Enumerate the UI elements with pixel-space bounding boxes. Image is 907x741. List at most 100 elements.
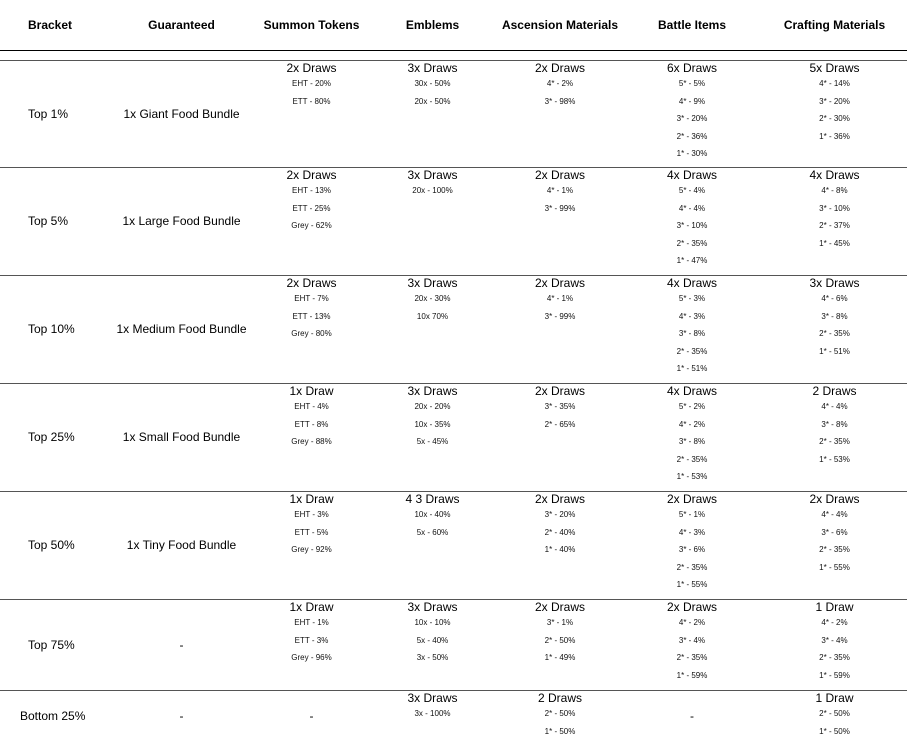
drop-rate-line: 2* - 30% bbox=[819, 114, 850, 123]
draw-count: 2x Draws bbox=[286, 276, 337, 290]
ascension-materials-cell: 2x Draws 4* - 1% 3* - 99% bbox=[498, 167, 622, 276]
drop-rate-line: ETT - 8% bbox=[294, 419, 329, 429]
drop-rate-line: 3* - 4% bbox=[821, 635, 848, 645]
emblems-cell: 3x Draws 20x - 100% bbox=[367, 167, 498, 276]
drop-rate-line: 20x - 20% bbox=[414, 402, 451, 411]
drop-rate-line: 4* - 3% bbox=[678, 527, 706, 537]
drop-rate-line: EHT - 20% bbox=[292, 79, 331, 88]
drop-rate-line: 1* - 45% bbox=[819, 238, 850, 248]
drop-rate-line: 4* - 2% bbox=[678, 419, 706, 429]
drop-rate-line: 5* - 5% bbox=[678, 79, 706, 88]
battle-items-cell: 6x Draws 5* - 5% 4* - 9% 3* - 20% 2* - 36% 1*… bbox=[622, 60, 762, 168]
drop-rate-line: 5x - 60% bbox=[416, 527, 449, 537]
drop-rate-line: EHT - 1% bbox=[294, 618, 329, 627]
header-guaranteed: Guaranteed bbox=[107, 0, 256, 51]
header-spacer bbox=[0, 50, 907, 61]
battle-items-cell: 4x Draws 5* - 3% 4* - 3% 3* - 8% 2* - 35% 1* … bbox=[622, 275, 762, 384]
bracket-cell: Top 25% bbox=[0, 383, 107, 492]
drop-rate-line: 1* - 55% bbox=[819, 562, 850, 572]
draw-count: 2 Draws bbox=[812, 384, 857, 398]
emblems-cell: 3x Draws 10x - 10% 5x - 40% 3x - 50% bbox=[367, 599, 498, 691]
guaranteed-cell: 1x Small Food Bundle bbox=[107, 383, 256, 492]
drop-rate-line: 30x - 50% bbox=[414, 79, 451, 88]
drop-rate-line: 3* - 99% bbox=[544, 311, 576, 321]
bracket-cell: Top 75% bbox=[0, 599, 107, 691]
drop-rate-line: 1* - 51% bbox=[676, 364, 708, 373]
drop-rate-line: 2* - 35% bbox=[676, 346, 708, 356]
drop-rate-line: 4* - 4% bbox=[678, 203, 706, 213]
drop-rate-line: 2* - 65% bbox=[544, 419, 576, 429]
drop-rate-line: Grey - 92% bbox=[291, 545, 332, 554]
drop-rate-line: 2* - 50% bbox=[819, 709, 850, 718]
drop-rate-line: 2* - 35% bbox=[819, 545, 850, 554]
guaranteed-cell: - bbox=[179, 708, 184, 723]
guaranteed-cell: 1x Giant Food Bundle bbox=[107, 60, 256, 168]
battle-items-cell: - bbox=[690, 708, 694, 723]
drop-rate-line: Grey - 96% bbox=[291, 653, 332, 662]
drop-rate-line: ETT - 5% bbox=[294, 527, 329, 537]
drop-rate-line: 3* - 20% bbox=[819, 96, 850, 106]
draw-count: 3x Draws bbox=[407, 600, 458, 614]
drop-rate-line: 4* - 3% bbox=[678, 311, 706, 321]
header-emblems: Emblems bbox=[367, 0, 498, 51]
summon-tokens-cell: 2x Draws EHT - 20% ETT - 80% bbox=[256, 60, 367, 168]
emblems-cell: 3x Draws 3x - 100% bbox=[367, 691, 498, 741]
bracket-row-group: Top 10% 1x Medium Food Bundle 2x Draws EHT … bbox=[0, 275, 907, 384]
drop-rate-line: 20x - 30% bbox=[414, 294, 451, 303]
drop-rate-line: 3* - 8% bbox=[678, 437, 706, 446]
summon-tokens-cell: 1x Draw EHT - 1% ETT - 3% Grey - 96% bbox=[256, 599, 367, 691]
drop-rate-line: ETT - 25% bbox=[292, 203, 331, 213]
draw-count: 1x Draw bbox=[289, 384, 334, 398]
drop-rate-line: 3* - 6% bbox=[821, 527, 848, 537]
drop-rate-line: 2* - 35% bbox=[676, 562, 708, 572]
table-row: Top 1% 1x Giant Food Bundle 2x Draws EHT - … bbox=[0, 60, 907, 168]
drop-rate-line: 4* - 4% bbox=[821, 510, 848, 519]
table-row: Top 10% 1x Medium Food Bundle 2x Draws EHT … bbox=[0, 275, 907, 384]
ascension-materials-cell: 2x Draws 3* - 1% 2* - 50% 1* - 49% bbox=[498, 599, 622, 691]
table-header: Bracket Guaranteed Summon Tokens Emblems… bbox=[0, 0, 907, 61]
crafting-materials-cell: 5x Draws 4* - 14% 3* - 20% 2* - 30% 1* - 36% bbox=[762, 60, 907, 168]
drop-rate-line: 4* - 6% bbox=[821, 294, 848, 303]
drop-rate-line: 3x - 50% bbox=[416, 653, 449, 662]
header-ascension-materials: Ascension Materials bbox=[498, 0, 622, 51]
drop-rate-line: 5x - 40% bbox=[416, 635, 449, 645]
drop-rate-line: 4* - 9% bbox=[678, 96, 706, 106]
drop-rate-line: 1* - 59% bbox=[819, 670, 850, 680]
bracket-row-group: Top 50% 1x Tiny Food Bundle 1x Draw EHT - 3… bbox=[0, 491, 907, 600]
drop-rate-line: 1* - 59% bbox=[676, 670, 708, 680]
drop-rate-line: 5* - 3% bbox=[678, 294, 706, 303]
drop-rate-line: 10x - 10% bbox=[414, 618, 451, 627]
bracket-row-group: Bottom 25% - - 3x Draws 3x - 100% 2 Draws 2* -… bbox=[0, 691, 907, 741]
drop-rate-line: 4* - 8% bbox=[821, 186, 848, 195]
draw-count: 2x Draws bbox=[666, 600, 717, 614]
draw-count: 1 Draw bbox=[815, 600, 854, 614]
ascension-materials-cell: 2x Draws 3* - 20% 2* - 40% 1* - 40% bbox=[498, 491, 622, 600]
bracket-row-group: Top 5% 1x Large Food Bundle 2x Draws EHT - … bbox=[0, 167, 907, 276]
drop-rate-line: 1* - 30% bbox=[676, 149, 708, 158]
bracket-row-group: Top 1% 1x Giant Food Bundle 2x Draws EHT - … bbox=[0, 60, 907, 168]
draw-count: 2x Draws bbox=[809, 492, 860, 506]
summon-tokens-cell: - bbox=[309, 708, 314, 723]
drop-rate-line: 1* - 53% bbox=[819, 454, 850, 464]
emblems-cell: 4 3 Draws 10x - 40% 5x - 60% bbox=[367, 491, 498, 600]
drop-rate-line: 4* - 2% bbox=[678, 618, 706, 627]
drop-rate-line: 3* - 6% bbox=[678, 545, 706, 554]
draw-count: 2x Draws bbox=[286, 61, 337, 75]
drop-rate-line: 3* - 99% bbox=[544, 203, 576, 213]
draw-count: 2x Draws bbox=[534, 168, 585, 182]
drop-rate-line: 2* - 35% bbox=[819, 437, 850, 446]
draw-count: 4x Draws bbox=[809, 168, 860, 182]
drop-rate-line: ETT - 13% bbox=[292, 311, 331, 321]
header-bracket: Bracket bbox=[0, 0, 107, 51]
table-row: Top 25% 1x Small Food Bundle 1x Draw EHT - … bbox=[0, 383, 907, 492]
draw-count: 1x Draw bbox=[289, 600, 334, 614]
drop-rate-line: 2* - 37% bbox=[819, 221, 850, 230]
table-row: Bottom 25% - - 3x Draws 3x - 100% 2 Draws 2* -… bbox=[0, 691, 907, 741]
bracket-row-group: Top 75% - 1x Draw EHT - 1% ETT - 3% Grey - 96… bbox=[0, 599, 907, 691]
drop-rate-line: 4* - 2% bbox=[546, 79, 574, 88]
guaranteed-cell: - bbox=[107, 599, 256, 691]
table-row: Top 5% 1x Large Food Bundle 2x Draws EHT - … bbox=[0, 167, 907, 276]
drop-rate-line: 2* - 35% bbox=[676, 238, 708, 248]
drop-rate-line: 2* - 35% bbox=[676, 653, 708, 662]
drop-rate-line: 1* - 40% bbox=[544, 545, 576, 554]
